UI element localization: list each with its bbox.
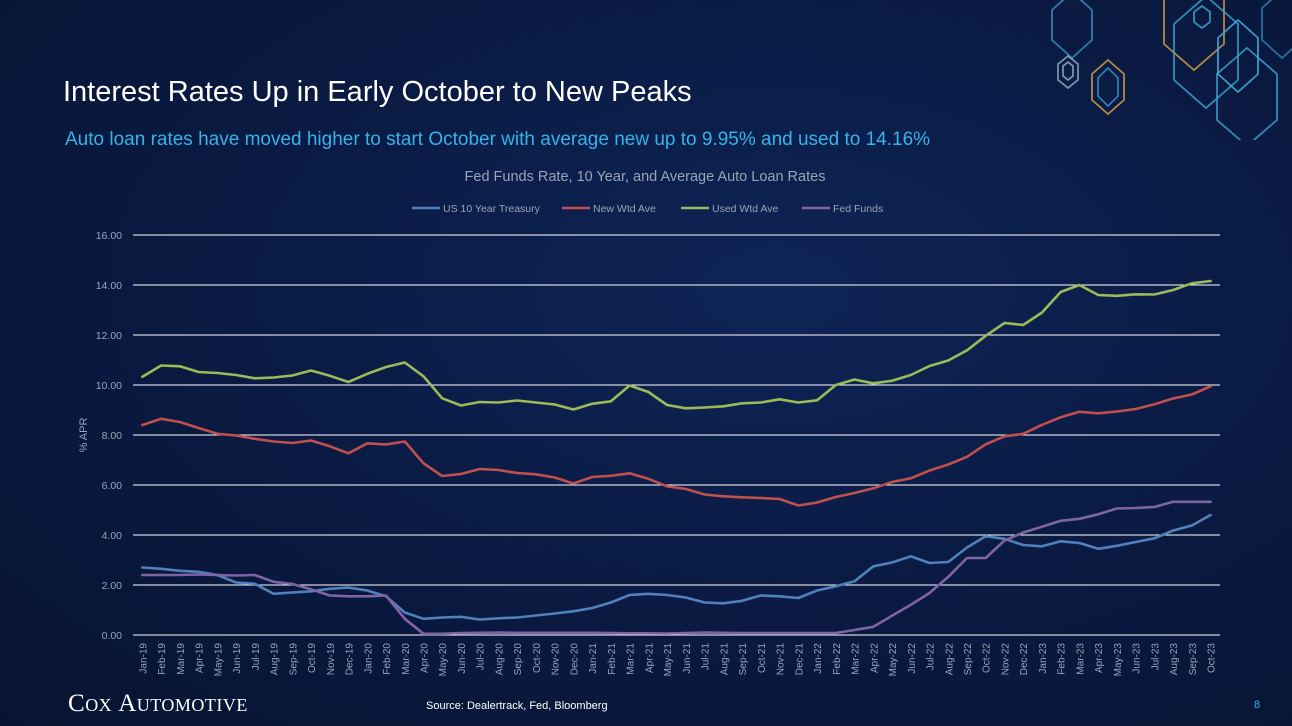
x-tick-label: Oct-23 [1207,643,1218,673]
chart-title: Fed Funds Rate, 10 Year, and Average Aut… [465,169,826,185]
x-tick-label: Jul-21 [701,643,712,671]
x-tick-label: Nov-22 [1000,643,1011,676]
legend-label: US 10 Year Treasury [443,203,541,215]
x-tick-label: Sep-20 [513,643,524,676]
x-tick-label: Dec-19 [345,643,356,676]
y-tick-label: 8.00 [102,430,123,442]
x-tick-label: Mar-19 [176,643,187,675]
x-tick-label: Oct-20 [532,643,543,673]
x-tick-label: Jun-21 [682,643,693,674]
series-line-fed-funds [141,500,1212,636]
x-tick-label: Jul-22 [926,643,937,671]
y-axis-label: % APR [78,418,90,453]
x-tick-label: Dec-20 [569,643,580,676]
x-tick-label: Feb-21 [607,643,618,675]
x-tick-label: Nov-20 [551,643,562,676]
y-tick-label: 16.00 [96,230,122,242]
y-tick-label: 6.00 [102,480,123,492]
legend-label: New Wtd Ave [593,203,656,215]
series-lines [141,279,1212,636]
x-tick-label: May-19 [213,643,224,677]
x-tick-label: Oct-19 [307,643,318,673]
x-tick-label: Apr-21 [644,643,655,673]
x-tick-label: Apr-23 [1094,643,1105,673]
x-tick-label: May-22 [888,643,899,677]
page-subtitle: Auto loan rates have moved higher to sta… [65,129,931,150]
y-tick-label: 4.00 [102,530,123,542]
x-tick-labels: Jan-19 Feb-19 Mar-19 Apr-19 May-19 Jun-19 Jul-… [138,643,1217,677]
x-tick-label: Apr-20 [419,643,430,673]
x-tick-label: Nov-21 [776,643,787,676]
x-tick-label: Mar-21 [626,643,637,675]
x-tick-label: Apr-22 [869,643,880,673]
x-tick-label: Feb-22 [832,643,843,675]
series-line-new-wtd-ave [141,384,1212,507]
page-number: 8 [1254,699,1261,711]
x-tick-label: Sep-22 [963,643,974,676]
y-tick-label: 12.00 [96,330,122,342]
x-tick-label: Mar-20 [401,643,412,675]
x-tick-label: Oct-21 [757,643,768,673]
chart-legend: US 10 Year Treasury New Wtd Ave Used Wtd A… [412,203,883,215]
y-tick-label: 14.00 [96,280,122,292]
legend-label: Used Wtd Ave [712,203,778,215]
x-tick-label: Jan-21 [588,643,599,674]
cox-automotive-logo: COX AUTOMOTIVE [68,690,248,717]
x-tick-label: Dec-22 [1019,643,1030,676]
x-tick-label: Jun-19 [232,643,243,674]
x-tick-label: Aug-23 [1169,643,1180,676]
x-tick-label: Apr-19 [195,643,206,673]
y-tick-label: 10.00 [96,380,122,392]
x-tick-label: Jun-23 [1132,643,1143,674]
y-tick-labels: 0.00 2.00 4.00 6.00 8.00 10.00 12.00 14.00 16.00 [96,230,122,642]
y-gridlines [133,234,1220,636]
x-tick-label: Nov-19 [326,643,337,676]
x-tick-label: Sep-23 [1188,643,1199,676]
x-tick-label: Feb-20 [382,643,393,675]
x-tick-label: Jun-22 [907,643,918,674]
y-tick-label: 0.00 [102,630,123,642]
x-tick-label: Aug-20 [494,643,505,676]
x-tick-label: Jan-22 [813,643,824,674]
hexagon-decoration [1051,0,1292,140]
source-note: Source: Dealertrack, Fed, Bloomberg [426,700,608,712]
x-tick-label: Oct-22 [982,643,993,673]
x-tick-label: Jun-20 [457,643,468,674]
x-tick-label: Mar-22 [851,643,862,675]
x-tick-label: Feb-23 [1057,643,1068,675]
x-tick-label: May-20 [438,643,449,677]
x-tick-label: Dec-21 [794,643,805,676]
x-tick-label: Jul-19 [251,643,262,671]
x-tick-label: May-21 [663,643,674,677]
x-tick-label: Jan-23 [1038,643,1049,674]
x-tick-label: Aug-22 [944,643,955,676]
x-tick-label: Jul-23 [1150,643,1161,671]
series-line-us-10-year-treasury [141,513,1212,621]
x-tick-label: Mar-23 [1075,643,1086,675]
x-tick-label: Sep-19 [288,643,299,676]
y-tick-label: 2.00 [102,580,123,592]
x-tick-label: May-23 [1113,643,1124,677]
x-tick-label: Sep-21 [738,643,749,676]
x-tick-label: Aug-19 [270,643,281,676]
x-tick-label: Jan-19 [138,643,149,674]
x-tick-label: Jul-20 [476,643,487,671]
series-line-used-wtd-ave [141,279,1212,411]
legend-label: Fed Funds [833,203,883,215]
x-tick-label: Jan-20 [363,643,374,674]
x-tick-label: Feb-19 [157,643,168,675]
x-tick-label: Aug-21 [719,643,730,676]
page-title: Interest Rates Up in Early October to Ne… [63,76,692,108]
line-chart: Fed Funds Rate, 10 Year, and Average Aut… [78,169,1220,677]
